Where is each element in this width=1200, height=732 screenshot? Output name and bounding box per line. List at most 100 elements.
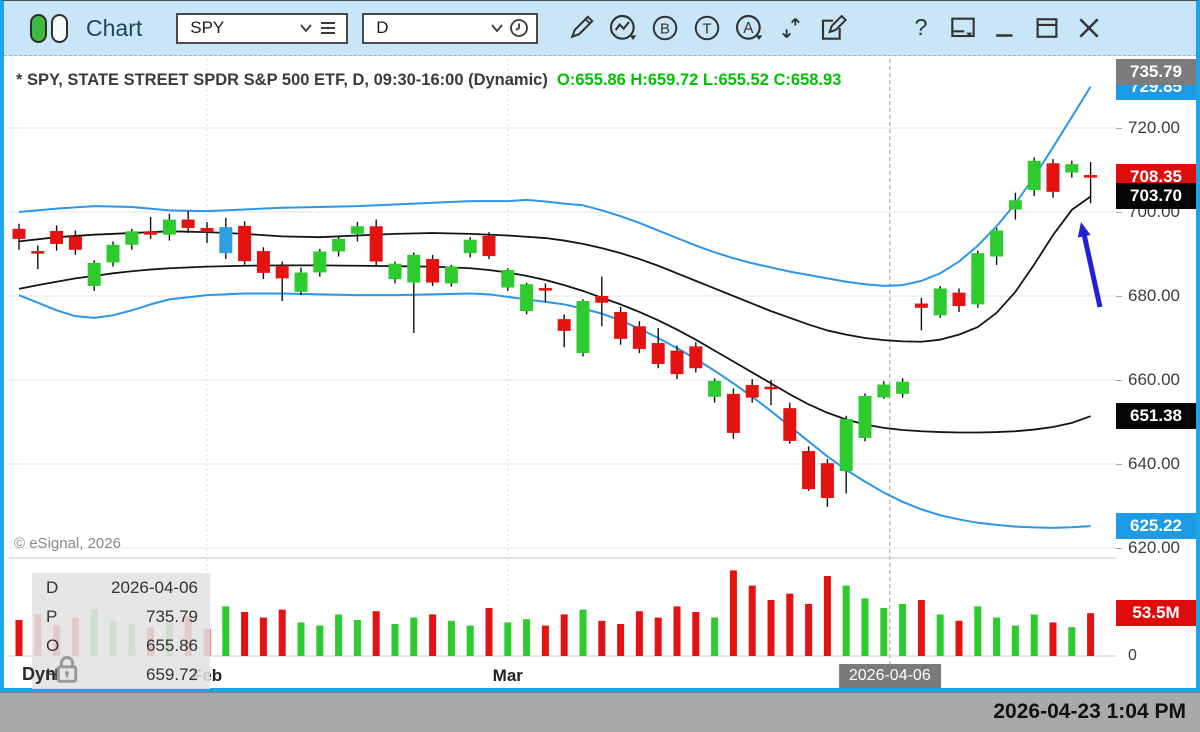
volume-bar <box>880 608 888 656</box>
candle-body <box>294 272 308 292</box>
volume-bar <box>541 625 549 656</box>
candle-body <box>538 288 552 291</box>
price-badge: 703.70 <box>1116 183 1196 210</box>
volume-bar <box>842 585 850 656</box>
candle-body <box>144 231 158 235</box>
price-tick <box>1116 127 1122 129</box>
window-title: Chart <box>86 14 143 41</box>
data-window-value: 655.86 <box>146 635 198 655</box>
ohlc-readout: O:655.86 H:659.72 L:655.52 C:658.93 <box>557 71 842 89</box>
volume-bar <box>335 614 343 656</box>
data-window-row: O 655.86 <box>32 631 210 660</box>
chart-style-icon[interactable] <box>602 8 644 48</box>
volume-bar <box>391 624 399 656</box>
volume-bar <box>579 609 587 656</box>
price-volume-plot[interactable] <box>8 57 1116 688</box>
volume-bar <box>917 600 925 656</box>
overlay-line <box>18 195 1092 343</box>
candle-body <box>388 263 402 280</box>
close-icon[interactable] <box>1068 8 1110 48</box>
help-icon[interactable]: ? <box>900 8 942 48</box>
candle-body <box>501 269 515 288</box>
candle-body <box>820 463 834 499</box>
candle-body <box>219 227 233 254</box>
candle-body <box>407 254 421 283</box>
overlay-line <box>18 264 1091 434</box>
volume-bar <box>278 609 286 656</box>
volume-bar <box>635 611 643 656</box>
volume-bar <box>316 625 324 656</box>
candle-body <box>614 311 628 339</box>
volume-bar <box>786 593 794 656</box>
candle-body <box>313 251 327 273</box>
candle-body <box>914 303 928 308</box>
candle-body <box>125 231 139 245</box>
candle-body <box>256 251 270 273</box>
draw-pencil-icon[interactable] <box>560 8 602 48</box>
candle-body <box>933 288 947 316</box>
volume-axis-zero: 0 <box>1128 647 1137 664</box>
price-axis-label: 640.00 <box>1128 454 1180 473</box>
volume-bar <box>410 617 418 656</box>
volume-bar <box>805 604 813 656</box>
volume-bar <box>1030 614 1038 656</box>
candle-body <box>858 395 872 438</box>
candle-body <box>426 259 440 283</box>
price-axis-label: 720.00 <box>1128 118 1180 137</box>
volume-bar <box>523 619 531 656</box>
chevron-down-icon[interactable] <box>487 18 507 38</box>
candle-body <box>1027 160 1041 191</box>
candle-body <box>482 235 496 257</box>
volume-bar <box>955 620 963 656</box>
data-window-row: D 2026-04-06 <box>32 573 210 602</box>
edit-note-icon[interactable] <box>812 8 854 48</box>
price-tick <box>1116 379 1122 381</box>
trend-arrow[interactable] <box>1081 233 1103 308</box>
layout-icon[interactable] <box>942 8 984 48</box>
a-tool-icon[interactable]: A <box>728 8 770 48</box>
price-badge: 651.38 <box>1116 403 1196 430</box>
volume-bar <box>823 576 831 656</box>
volume-bar <box>353 620 361 656</box>
data-window-field: P <box>46 606 58 626</box>
price-tick <box>1116 211 1122 213</box>
volume-bar <box>1068 627 1076 656</box>
price-axis-label: 680.00 <box>1128 286 1180 305</box>
lock-icon <box>56 656 78 683</box>
volume-bar <box>259 617 267 656</box>
cursor-date-badge: 2026-04-06 <box>838 664 941 688</box>
price-axis[interactable]: 720.00 700.00 680.00 660.00 640.00 620.00 0 729… <box>1116 57 1196 688</box>
price-axis-label: 620.00 <box>1128 538 1180 557</box>
reorder-icon[interactable] <box>770 8 812 48</box>
candle-body <box>162 219 176 235</box>
volume-bar <box>692 612 700 656</box>
chevron-down-icon[interactable] <box>296 18 316 38</box>
volume-bar <box>1049 622 1057 656</box>
maximize-icon[interactable] <box>1026 8 1068 48</box>
candle-body <box>200 227 214 233</box>
data-window-row: P 735.79 <box>32 602 210 631</box>
symbol-list-icon[interactable] <box>316 18 340 38</box>
volume-bar <box>729 570 737 656</box>
overlay-line <box>18 292 1091 529</box>
esignal-logo-icon <box>30 13 68 43</box>
chart-canvas[interactable]: * SPY, STATE STREET SPDR S&P 500 ETF, D,… <box>8 57 1196 689</box>
clock-icon[interactable] <box>507 17 531 39</box>
candle-body <box>670 350 684 375</box>
b-tool-icon[interactable]: B <box>644 8 686 48</box>
symbol-combo[interactable]: SPY <box>176 12 349 44</box>
interval-combo[interactable]: D <box>362 12 539 44</box>
minimize-icon[interactable] <box>984 8 1026 48</box>
t-tool-icon[interactable]: T <box>686 8 728 48</box>
candle-body <box>463 239 477 254</box>
volume-bar <box>485 608 493 656</box>
candle-body <box>952 292 966 307</box>
candle-body <box>971 253 985 305</box>
volume-bar <box>429 614 437 656</box>
candle-body <box>576 301 590 354</box>
volume-bar <box>560 614 568 656</box>
volume-bar <box>767 600 775 656</box>
candle-body <box>802 450 816 490</box>
candle-body <box>350 226 364 234</box>
candle-body <box>332 238 346 252</box>
